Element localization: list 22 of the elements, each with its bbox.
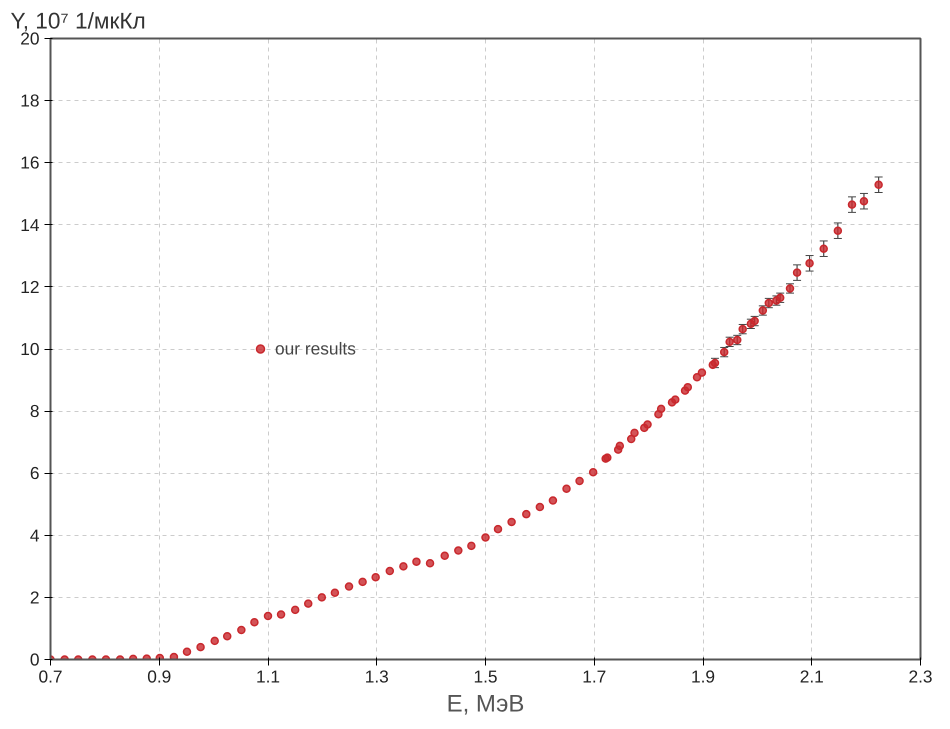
- x-tick-label: 1.5: [473, 666, 498, 686]
- y-tick-label: 6: [30, 463, 40, 484]
- y-tick-label: 10: [20, 339, 40, 359]
- x-tick-label: 1.9: [690, 666, 716, 686]
- y-axis-title: Y, 10⁷ 1/мкКл: [10, 8, 146, 34]
- x-tick-label: 1.1: [256, 666, 280, 686]
- x-tick-label: 2.3: [908, 666, 933, 686]
- x-tick-label: 1.3: [364, 666, 389, 686]
- x-tick-label: 2.1: [800, 666, 824, 686]
- x-tick-label: 0.7: [38, 666, 63, 686]
- y-tick-label: 16: [20, 152, 40, 173]
- y-tick-label: 12: [20, 276, 40, 297]
- x-axis-title: E, МэВ: [446, 690, 524, 718]
- y-tick-label: 8: [30, 401, 40, 422]
- x-tick-label: 0.9: [147, 666, 172, 686]
- y-tick-label: 0: [30, 650, 40, 670]
- y-tick-label: 14: [20, 214, 40, 235]
- y-tick-label: 4: [30, 525, 40, 546]
- y-tick-label: 18: [20, 90, 40, 111]
- y-tick-label: 2: [30, 587, 40, 608]
- x-tick-label: 1.7: [582, 666, 606, 686]
- legend-label: our results: [275, 338, 356, 359]
